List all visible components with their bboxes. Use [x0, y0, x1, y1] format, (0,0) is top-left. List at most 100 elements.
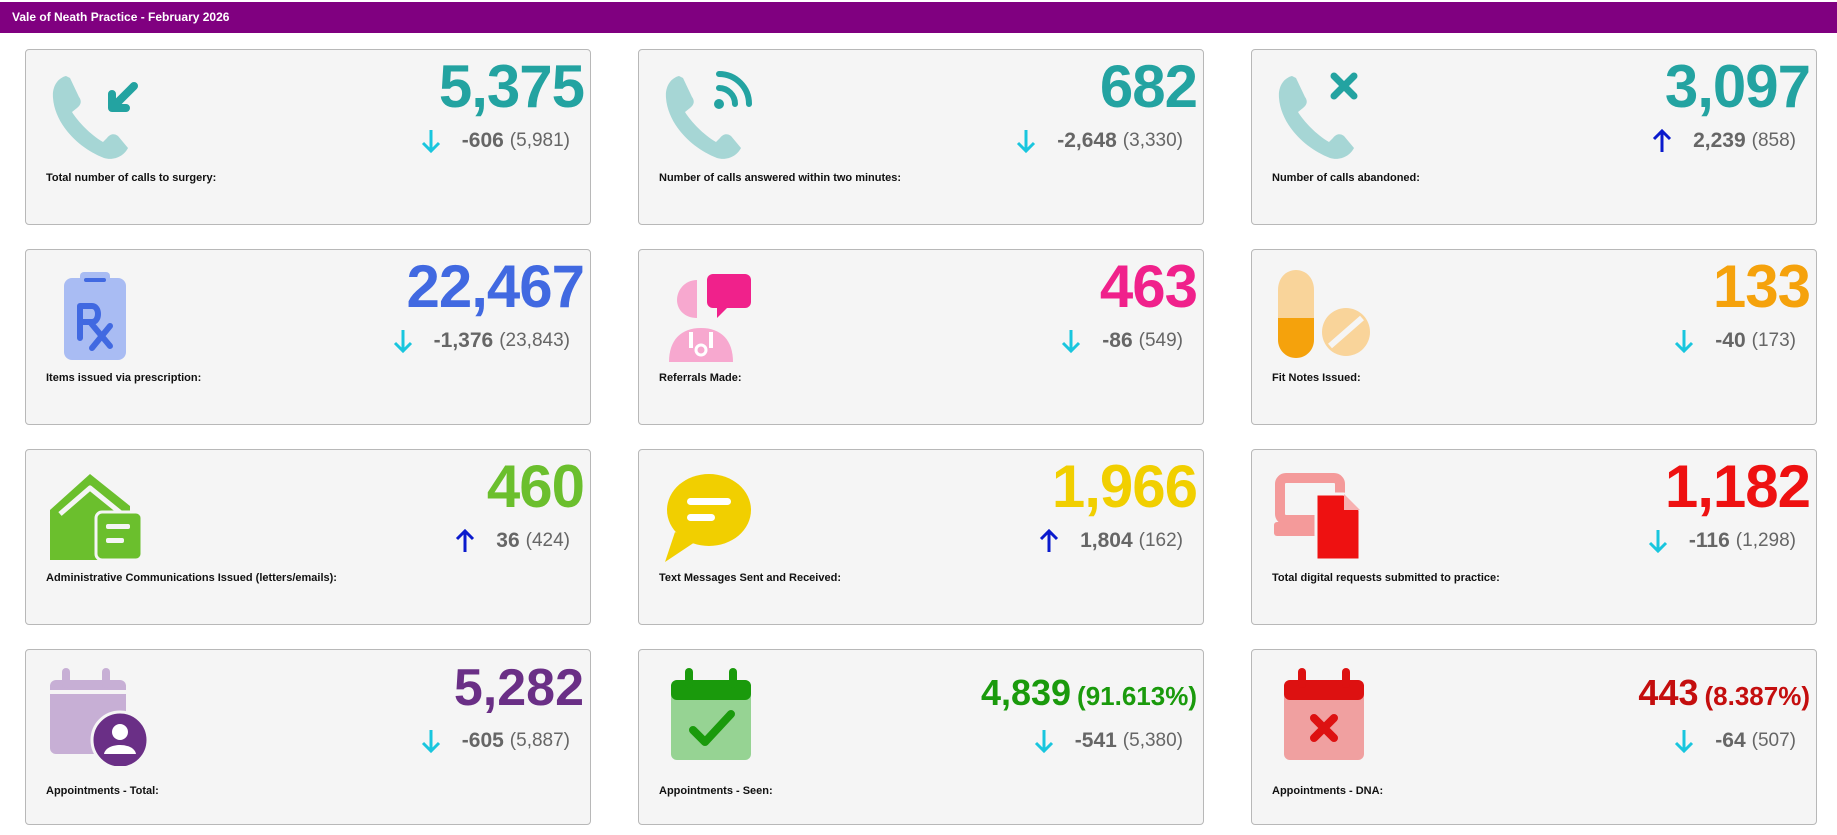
card-admin-comms: 460 36 (424) Administrative Communicatio…: [25, 449, 591, 625]
arrow-down-icon: [1060, 328, 1082, 354]
appointments-total-label: Appointments - Total:: [46, 785, 159, 797]
phone-missed-icon: [1274, 66, 1374, 166]
appointments-total-previous: (5,887): [509, 730, 570, 751]
digital-requests-previous: (1,298): [1735, 530, 1796, 551]
calendar-person-icon: [48, 666, 148, 766]
referrals-change: -86: [1102, 329, 1133, 352]
appointments-seen-value: 4,839: [980, 672, 1072, 713]
phone-signal-icon: [661, 66, 761, 166]
calls-answered-value: 682: [1099, 53, 1198, 120]
prescription-items-value: 22,467: [406, 253, 585, 320]
pills-icon: [1274, 266, 1374, 366]
doctor-chat-icon: [661, 266, 761, 366]
arrow-up-icon: [1038, 528, 1060, 554]
calls-total-value: 5,375: [438, 53, 585, 120]
calls-total-trend: -606 (5,981): [420, 126, 570, 156]
text-messages-previous: (162): [1138, 530, 1183, 551]
prescription-items-previous: (23,843): [499, 330, 570, 351]
prescription-items-label: Items issued via prescription:: [46, 372, 202, 384]
fit-notes-value: 133: [1712, 253, 1811, 320]
card-fit-notes: 133 -40 (173) Fit Notes Issued:: [1251, 249, 1817, 425]
card-calls-answered: 682 -2,648 (3,330) Number of calls answe…: [638, 49, 1204, 225]
calendar-cross-icon: [1274, 666, 1374, 766]
fit-notes-trend: -40 (173): [1673, 326, 1796, 356]
text-messages-change: 1,804: [1080, 529, 1133, 552]
appointments-seen-trend: -541 (5,380): [1033, 726, 1183, 756]
arrow-up-icon: [454, 528, 476, 554]
appointments-dna-percent: (8.387%): [1704, 681, 1811, 711]
page-title-bar: Vale of Neath Practice - February 2026: [0, 2, 1837, 33]
card-appointments-dna: 443 (8.387%) -64 (507) Appointments - DNA…: [1251, 649, 1817, 825]
calls-answered-previous: (3,330): [1122, 130, 1183, 151]
calls-answered-change: -2,648: [1057, 129, 1117, 152]
arrow-up-icon: [1651, 128, 1673, 154]
referrals-value: 463: [1099, 253, 1198, 320]
admin-comms-trend: 36 (424): [454, 526, 570, 556]
appointments-seen-previous: (5,380): [1122, 730, 1183, 751]
appointments-dna-change: -64: [1715, 729, 1746, 752]
prescription-items-change: -1,376: [433, 329, 494, 352]
calls-abandoned-value: 3,097: [1664, 53, 1811, 120]
referrals-label: Referrals Made:: [659, 372, 742, 384]
appointments-dna-previous: (507): [1751, 730, 1796, 751]
device-document-icon: [1274, 466, 1374, 566]
appointments-dna-label: Appointments - DNA:: [1272, 785, 1384, 797]
calls-abandoned-previous: (858): [1751, 130, 1796, 151]
house-letter-icon: [48, 466, 148, 566]
digital-requests-label: Total digital requests submitted to prac…: [1272, 572, 1500, 584]
appointments-total-trend: -605 (5,887): [420, 726, 570, 756]
arrow-down-icon: [1673, 728, 1695, 754]
calls-answered-label: Number of calls answered within two minu…: [659, 172, 902, 184]
phone-incoming-icon: [48, 66, 148, 166]
fit-notes-label: Fit Notes Issued:: [1272, 372, 1361, 384]
calls-total-change: -606: [461, 129, 504, 152]
card-referrals: 463 -86 (549) Referrals Made:: [638, 249, 1204, 425]
calendar-check-icon: [661, 666, 761, 766]
appointments-total-change: -605: [461, 729, 504, 752]
calls-abandoned-trend: 2,239 (858): [1651, 126, 1796, 156]
appointments-total-value: 5,282: [453, 659, 584, 717]
arrow-down-icon: [1673, 328, 1695, 354]
appointments-seen-percent: (91.613%): [1077, 681, 1197, 711]
arrow-down-icon: [420, 728, 442, 754]
page-title: Vale of Neath Practice - February 2026: [12, 10, 230, 24]
digital-requests-change: -116: [1688, 529, 1730, 552]
arrow-down-icon: [1033, 728, 1055, 754]
referrals-trend: -86 (549): [1060, 326, 1183, 356]
card-calls-total: 5,375 -606 (5,981) Total number of calls…: [25, 49, 591, 225]
appointments-seen-label: Appointments - Seen:: [659, 785, 773, 797]
arrow-down-icon: [420, 128, 442, 154]
appointments-dna-trend: -64 (507): [1673, 726, 1796, 756]
speech-bubble-icon: [661, 466, 761, 566]
arrow-down-icon: [1647, 528, 1669, 554]
prescription-clipboard-icon: [48, 266, 148, 366]
card-appointments-seen: 4,839 (91.613%) -541 (5,380) Appointments…: [638, 649, 1204, 825]
card-digital-requests: 1,182 -116 (1,298) Total digital request…: [1251, 449, 1817, 625]
card-prescription-items: 22,467 -1,376 (23,843) Items issued via …: [25, 249, 591, 425]
text-messages-value: 1,966: [1051, 453, 1198, 520]
appointments-seen-value-line: 4,839 (91.613%): [981, 668, 1197, 721]
appointments-seen-change: -541: [1074, 729, 1117, 752]
card-calls-abandoned: 3,097 2,239 (858) Number of calls abando…: [1251, 49, 1817, 225]
calls-total-previous: (5,981): [509, 130, 570, 151]
calls-abandoned-change: 2,239: [1693, 129, 1746, 152]
card-appointments-total: 5,282 -605 (5,887) Appointments - Total:: [25, 649, 591, 825]
digital-requests-trend: -116 (1,298): [1647, 526, 1796, 556]
admin-comms-label: Administrative Communications Issued (le…: [46, 572, 337, 584]
appointments-dna-value-line: 443 (8.387%): [1638, 668, 1810, 721]
fit-notes-previous: (173): [1751, 330, 1796, 351]
card-text-messages: 1,966 1,804 (162) Text Messages Sent and…: [638, 449, 1204, 625]
appointments-dna-value: 443: [1638, 672, 1699, 713]
digital-requests-value: 1,182: [1664, 453, 1811, 520]
text-messages-label: Text Messages Sent and Received:: [659, 572, 841, 584]
admin-comms-value: 460: [486, 453, 585, 520]
referrals-previous: (549): [1138, 330, 1183, 351]
calls-abandoned-label: Number of calls abandoned:: [1272, 172, 1420, 184]
admin-comms-previous: (424): [525, 530, 570, 551]
fit-notes-change: -40: [1715, 329, 1746, 352]
arrow-down-icon: [392, 328, 414, 354]
calls-total-label: Total number of calls to surgery:: [46, 172, 217, 184]
admin-comms-change: 36: [496, 529, 520, 552]
prescription-items-trend: -1,376 (23,843): [392, 326, 570, 356]
calls-answered-trend: -2,648 (3,330): [1015, 126, 1183, 156]
